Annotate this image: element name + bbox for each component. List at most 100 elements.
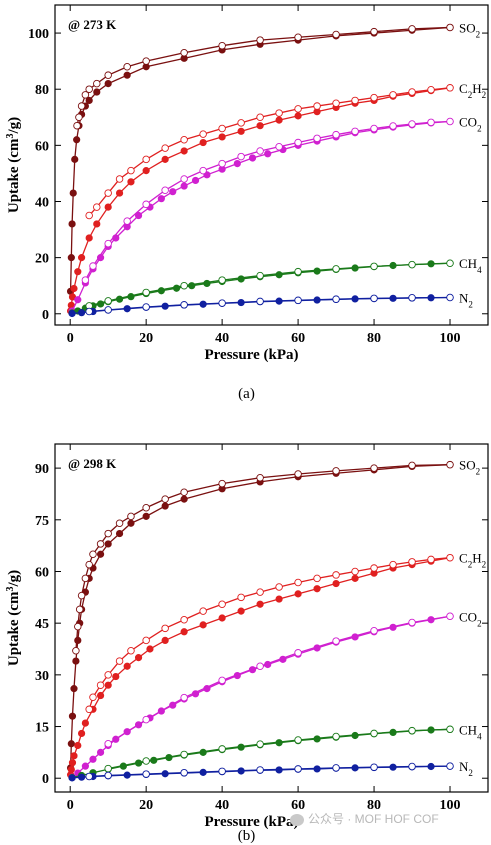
- x-tick-label: 100: [440, 331, 461, 346]
- adsorption-point: [127, 178, 135, 186]
- desorption-point: [199, 607, 207, 615]
- adsorption-point: [104, 681, 112, 689]
- adsorption-point: [123, 305, 131, 313]
- adsorption-point: [67, 740, 75, 748]
- desorption-point: [180, 135, 188, 144]
- y-tick-label: 45: [35, 617, 49, 632]
- desorption-point: [427, 555, 435, 564]
- series-label-c2h2: C2H2: [459, 551, 486, 570]
- adsorption-point: [93, 220, 101, 228]
- y-tick-label: 75: [35, 514, 49, 529]
- adsorption-point: [77, 254, 86, 262]
- desorption-point: [256, 113, 264, 122]
- adsorption-point: [237, 298, 245, 307]
- desorption-point: [81, 574, 90, 583]
- series-label-so2: SO2: [459, 458, 480, 477]
- series-co2: [68, 117, 454, 315]
- adsorption-point: [112, 672, 120, 681]
- adsorption-point: [275, 595, 283, 603]
- adsorption-point: [237, 767, 245, 775]
- desorption-line: [75, 464, 451, 651]
- adsorption-point: [351, 764, 359, 772]
- desorption-point: [180, 615, 188, 624]
- desorption-point: [332, 30, 340, 39]
- adsorption-point: [70, 284, 78, 293]
- series-label-ch4: CH4: [459, 722, 482, 741]
- desorption-point: [161, 186, 169, 195]
- series-co2: [68, 612, 454, 781]
- adsorption-point: [427, 260, 435, 268]
- desorption-point: [104, 671, 112, 679]
- adsorption-point: [104, 540, 112, 548]
- plot-frame: [54, 4, 489, 326]
- adsorption-point: [279, 655, 287, 663]
- desorption-point: [218, 600, 226, 608]
- adsorption-point: [180, 628, 188, 636]
- adsorption-point: [72, 657, 80, 665]
- y-axis-label: Uptake (cm3/g): [5, 117, 23, 213]
- desorption-point: [408, 260, 416, 269]
- desorption-point: [313, 102, 321, 110]
- desorption-point: [389, 91, 397, 99]
- desorption-point: [408, 558, 416, 566]
- desorption-point: [115, 657, 124, 665]
- desorption-point: [85, 560, 93, 569]
- temperature-annotation: @ 273 K: [68, 17, 117, 32]
- y-tick-label: 90: [35, 462, 49, 477]
- adsorption-point: [188, 282, 196, 290]
- y-tick-label: 20: [35, 252, 49, 267]
- adsorption-point: [199, 768, 207, 776]
- desorption-point: [81, 276, 90, 284]
- x-tick-label: 20: [139, 798, 153, 813]
- desorption-point: [408, 762, 416, 771]
- desorption-point: [408, 120, 416, 128]
- adsorption-point: [237, 607, 245, 615]
- desorption-point: [313, 134, 321, 143]
- adsorption-point: [127, 519, 135, 527]
- adsorption-point: [191, 176, 200, 185]
- desorption-point: [142, 155, 150, 164]
- desorption-point: [294, 649, 302, 657]
- desorption-point: [180, 488, 188, 496]
- desorption-point: [218, 276, 226, 284]
- desorption-point: [332, 732, 340, 741]
- desorption-point: [75, 605, 84, 614]
- desorption-line: [88, 557, 451, 710]
- desorption-point: [104, 740, 112, 748]
- adsorption-point: [134, 654, 143, 662]
- adsorption-point: [123, 771, 131, 779]
- adsorption-point: [127, 293, 135, 301]
- desorption-point: [104, 71, 112, 79]
- desorption-point: [256, 740, 264, 748]
- series-label-n2: N2: [459, 759, 473, 778]
- panel-label: (a): [238, 386, 255, 402]
- y-tick-label: 60: [35, 139, 49, 154]
- desorption-point: [370, 27, 378, 36]
- adsorption-point: [294, 112, 302, 120]
- desorption-point: [389, 560, 397, 569]
- x-tick-label: 40: [215, 798, 229, 813]
- adsorption-point: [237, 275, 245, 283]
- adsorption-point: [191, 690, 200, 698]
- plot-frame: [54, 443, 489, 793]
- desorption-point: [218, 41, 226, 50]
- adsorption-point: [74, 268, 82, 276]
- adsorption-point: [67, 766, 75, 774]
- desorption-point: [256, 36, 264, 44]
- adsorption-point: [313, 735, 321, 743]
- adsorption-point: [77, 729, 86, 738]
- adsorption-point: [275, 739, 283, 747]
- desorption-point: [142, 636, 150, 645]
- adsorption-point: [199, 748, 207, 756]
- desorption-point: [142, 57, 150, 65]
- adsorption-point: [161, 302, 169, 310]
- desorption-point: [351, 567, 359, 576]
- adsorption-point: [146, 645, 154, 653]
- desorption-point: [294, 267, 302, 276]
- adsorption-point: [199, 621, 207, 629]
- adsorption-point: [112, 735, 120, 743]
- adsorption-point: [157, 195, 165, 203]
- desorption-line: [108, 728, 451, 770]
- desorption-point: [294, 138, 302, 147]
- desorption-point: [446, 762, 454, 770]
